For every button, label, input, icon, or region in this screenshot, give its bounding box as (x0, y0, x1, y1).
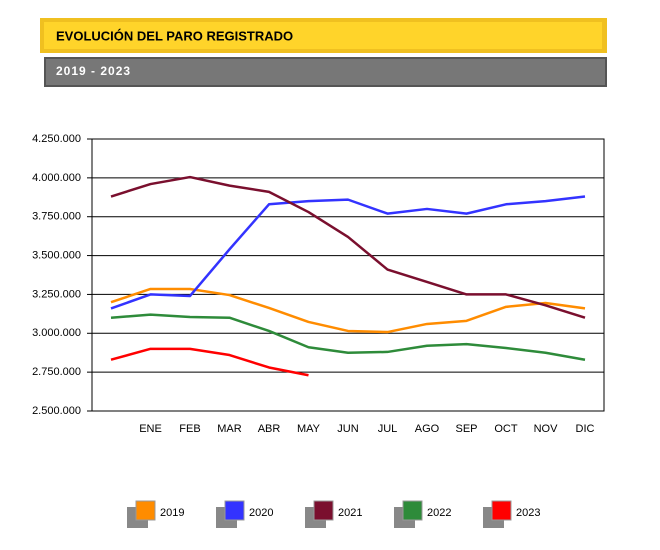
y-tick-label: 3.250.000 (32, 288, 81, 300)
x-tick-label: AGO (415, 423, 440, 435)
series-line (110, 313, 586, 361)
x-tick-label: DIC (576, 423, 595, 435)
x-tick-label: OCT (494, 423, 518, 435)
series-line (110, 287, 586, 334)
x-tick-label: JUL (378, 423, 398, 435)
x-tick-label: ABR (258, 423, 281, 435)
y-tick-label: 4.000.000 (32, 172, 81, 184)
legend-label: 2019 (160, 507, 184, 519)
legend-swatch (491, 500, 512, 521)
x-tick-label: NOV (534, 423, 559, 435)
legend-label: 2020 (249, 507, 273, 519)
series-line (110, 347, 309, 377)
x-tick-label: ENE (139, 423, 162, 435)
plot-area (91, 138, 605, 412)
x-tick-label: SEP (455, 423, 477, 435)
y-tick-label: 2.500.000 (32, 405, 81, 417)
y-tick-label: 3.750.000 (32, 211, 81, 223)
legend-swatch (313, 500, 334, 521)
series-line (110, 195, 586, 310)
series-line (110, 175, 586, 319)
x-tick-label: MAY (297, 423, 321, 435)
legend-swatch (402, 500, 423, 521)
y-tick-label: 2.750.000 (32, 366, 81, 378)
chart-title: EVOLUCIÓN DEL PARO REGISTRADO (56, 28, 293, 43)
legend-swatch (224, 500, 245, 521)
x-tick-label: JUN (337, 423, 358, 435)
x-tick-label: MAR (217, 423, 242, 435)
legend-swatch (135, 500, 156, 521)
legend-label: 2021 (338, 507, 362, 519)
y-tick-label: 3.500.000 (32, 249, 81, 261)
y-tick-label: 3.000.000 (32, 327, 81, 339)
legend-label: 2023 (516, 507, 540, 519)
legend-label: 2022 (427, 507, 451, 519)
x-tick-label: FEB (179, 423, 200, 435)
subtitle-bar (46, 59, 605, 85)
title-bar (44, 22, 602, 49)
y-tick-label: 4.250.000 (32, 133, 81, 145)
chart-subtitle: 2019 - 2023 (56, 64, 131, 78)
